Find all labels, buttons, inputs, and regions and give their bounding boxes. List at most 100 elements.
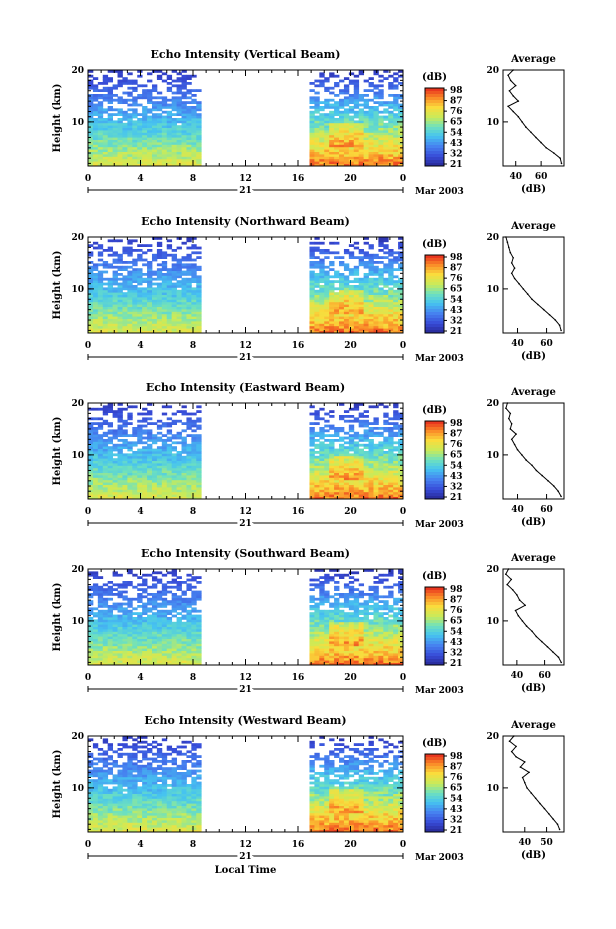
heatmap-cell [112,641,118,644]
heatmap-cell [373,491,379,495]
heatmap-cell [334,125,340,128]
heatmap-cell [127,614,133,618]
heatmap-cell [88,439,94,442]
colorbar-segment [425,433,444,437]
heatmap-cell [196,309,202,312]
heatmap-cell [348,487,355,490]
heatmap-cell [181,273,187,276]
colorbar-segment [425,478,444,482]
heatmap-cell [151,139,158,143]
heatmap-cell [181,306,187,310]
heatmap-cell [112,306,118,310]
heatmap-cell [186,263,192,267]
heatmap-cell [102,439,109,442]
heatmap-cell [334,431,340,435]
heatmap-cell [196,306,202,310]
heatmap-cell [181,280,187,283]
heatmap-cell [368,127,374,131]
heatmap-cell [147,609,153,613]
heatmap-cell [166,446,173,449]
heatmap-cell [117,465,123,469]
heatmap-cell [142,482,148,485]
heatmap-cell [373,434,379,437]
heatmap-cell [363,330,369,334]
heatmap-cell [398,446,404,449]
heatmap-cell [142,110,148,114]
heatmap-cell [156,641,163,644]
heatmap-cell [176,120,182,124]
heatmap-cell [314,130,320,133]
heatmap-cell [181,470,187,473]
heatmap-cell [166,475,173,478]
heatmap-cell [398,268,404,271]
heatmap-cell [186,299,192,303]
heatmap-cell [92,453,99,457]
heatmap-cell [102,657,109,661]
heatmap-cell [363,98,369,102]
heatmap-cell [363,479,369,483]
heatmap-cell [393,482,399,485]
heatmap-cell [102,130,109,133]
heatmap-cell [358,144,365,148]
heatmap-cell [368,142,374,145]
heatmap-cell [363,120,369,124]
heatmap-cell [166,294,173,298]
heatmap-cell [161,277,168,281]
heatmap-cell [107,477,114,481]
heatmap-cell [156,299,163,303]
heatmap-cell [156,484,163,488]
heatmap-cell [151,655,158,659]
heatmap-cell [343,249,350,252]
heatmap-cell [319,258,325,262]
heatmap-cell [358,304,365,307]
heatmap-cell [127,318,133,322]
heatmap-cell [166,285,173,288]
heatmap-cell [161,631,168,635]
heatmap-cell [117,323,123,327]
heatmap-cell [151,311,158,315]
heatmap-cell [176,106,182,109]
heatmap-cell [151,137,158,140]
heatmap-cell [107,77,114,80]
heatmap-cell [309,110,315,114]
heatmap-cell [319,261,325,264]
heatmap-cell [339,118,345,121]
heatmap-cell [191,265,197,269]
heatmap-cell [339,309,345,312]
heatmap-cell [309,280,315,283]
average-profile-point [518,282,520,285]
colorbar-segment [425,427,444,431]
heatmap-cell [127,127,133,131]
heatmap-cell [334,328,340,331]
heatmap-cell [166,253,173,257]
heatmap-cell [166,106,173,109]
heatmap-cell [137,318,143,322]
heatmap-cell [334,434,340,437]
heatmap-cell [329,289,335,293]
heatmap-cell [132,299,138,303]
heatmap-cell [132,617,138,620]
heatmap-cell [319,161,325,164]
heatmap-cell [358,448,365,452]
heatmap-cell [368,280,374,283]
heatmap-cell [309,448,315,452]
heatmap-cell [92,655,99,659]
heatmap-cell [358,282,365,286]
heatmap-cell [156,270,163,274]
heatmap-cell [373,280,379,283]
heatmap-cell [353,297,360,300]
heatmap-cell [383,158,389,162]
heatmap-cell [107,239,114,243]
heatmap-cell [319,489,325,493]
heatmap-cell [107,292,114,295]
heatmap-cell [309,285,315,288]
heatmap-cell [329,489,335,493]
heatmap-cell [107,436,114,440]
heatmap-cell [324,280,330,283]
heatmap-cell [339,417,345,421]
heatmap-cell [161,132,168,136]
heatmap-cell [314,422,320,425]
heatmap-cell [196,149,202,152]
heatmap-cell [196,256,202,259]
heatmap-cell [314,412,320,416]
